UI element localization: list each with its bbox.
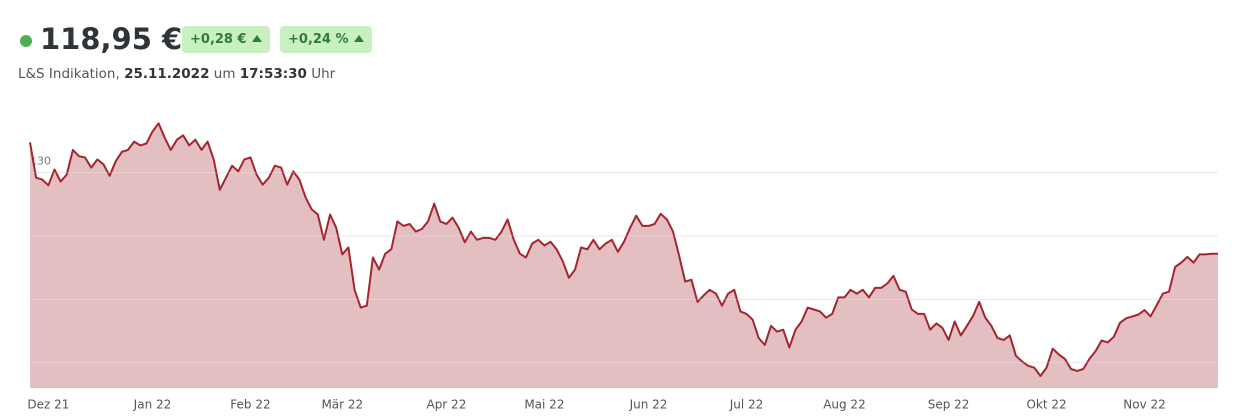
indication-date: 25.11.2022 — [124, 66, 210, 82]
x-tick-label: Nov 22 — [1123, 398, 1166, 412]
indication-text: L&S Indikation, — [18, 66, 125, 82]
indication: L&S Indikation, 25.11.2022 um 17:53:30 U… — [18, 66, 335, 82]
x-tick-label: Apr 22 — [426, 398, 466, 412]
price-line — [29, 122, 1218, 377]
change-pct: +0,24 % — [288, 32, 349, 47]
x-tick-label: Mär 22 — [321, 398, 363, 412]
change-pct-badge: +0,24 % — [280, 26, 372, 53]
indication-text: Uhr — [306, 66, 336, 82]
indication-text: um — [209, 66, 240, 82]
x-tick-label: Jan 22 — [133, 398, 172, 412]
x-tick-label: Feb 22 — [230, 398, 270, 412]
x-tick-label: Sep 22 — [928, 398, 970, 412]
x-tick-label: Jul 22 — [729, 398, 764, 412]
price: 118,95 € — [40, 22, 183, 56]
change-abs: +0,28 € — [190, 32, 247, 47]
x-tick-label: Aug 22 — [823, 398, 866, 412]
x-tick-label: Jun 22 — [629, 398, 668, 412]
y-tick-label: 130 — [30, 155, 51, 168]
indication-time: 17:53:30 — [239, 66, 307, 82]
x-tick-label: Dez 21 — [27, 398, 69, 412]
x-tick-label: Mai 22 — [524, 398, 564, 412]
status-dot — [20, 35, 32, 47]
area — [30, 123, 1218, 389]
change-abs-badge: +0,28 € — [182, 26, 270, 53]
x-tick-label: Okt 22 — [1026, 398, 1066, 412]
